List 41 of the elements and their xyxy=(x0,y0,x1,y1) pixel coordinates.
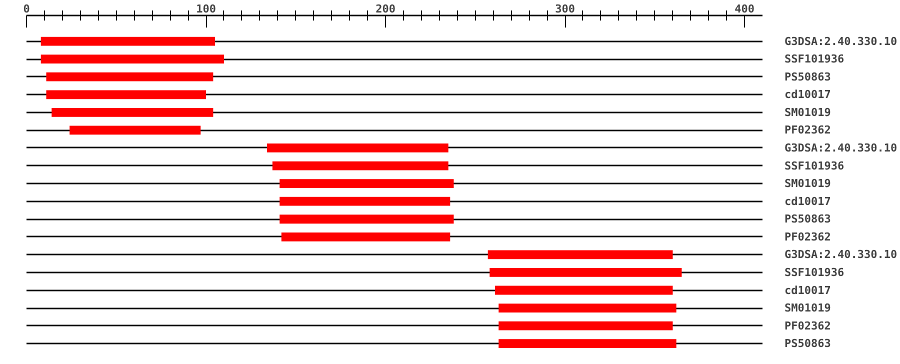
x-tick-label: 400 xyxy=(734,2,754,16)
x-tick-label: 0 xyxy=(23,2,30,16)
y-tick-label: SSF101936 xyxy=(784,52,844,66)
bar xyxy=(46,72,214,82)
x-tick-label: 300 xyxy=(555,2,575,16)
bar xyxy=(70,126,201,135)
y-tick-label: SM01019 xyxy=(784,177,831,190)
bar xyxy=(495,286,673,295)
bar xyxy=(498,321,673,330)
y-tick-label: SM01019 xyxy=(784,106,831,119)
y-tick-label: SSF101936 xyxy=(784,266,844,279)
bar xyxy=(280,214,454,224)
bar xyxy=(281,232,450,242)
y-tick-label: G3DSA:2.40.330.10 xyxy=(784,34,898,48)
y-tick-label: PF02362 xyxy=(784,230,831,244)
bar xyxy=(490,268,682,277)
x-tick-label: 100 xyxy=(196,2,216,16)
bar xyxy=(280,196,450,206)
y-tick-label: G3DSA:2.40.330.10 xyxy=(784,141,898,154)
y-tick-label: cd10017 xyxy=(784,88,831,102)
bar xyxy=(267,144,448,152)
y-tick-label: PS50863 xyxy=(784,70,831,84)
bar xyxy=(46,90,206,100)
bar xyxy=(272,161,448,170)
bar xyxy=(40,36,215,46)
bar xyxy=(280,179,454,188)
y-tick-label: PS50863 xyxy=(784,337,831,350)
y-tick-label: PS50863 xyxy=(784,212,831,226)
y-tick-label: PF02362 xyxy=(784,124,831,137)
x-tick-label: 200 xyxy=(376,2,396,16)
bar xyxy=(498,339,676,348)
y-tick-label: cd10017 xyxy=(784,194,831,208)
bar xyxy=(488,250,673,260)
y-tick-label: cd10017 xyxy=(784,284,831,297)
bar xyxy=(52,108,214,117)
bar xyxy=(40,54,224,64)
y-tick-label: G3DSA:2.40.330.10 xyxy=(784,248,898,262)
y-tick-label: SSF101936 xyxy=(784,159,844,172)
y-tick-label: SM01019 xyxy=(784,302,831,315)
y-tick-label: PF02362 xyxy=(784,319,831,332)
bar xyxy=(498,304,676,312)
